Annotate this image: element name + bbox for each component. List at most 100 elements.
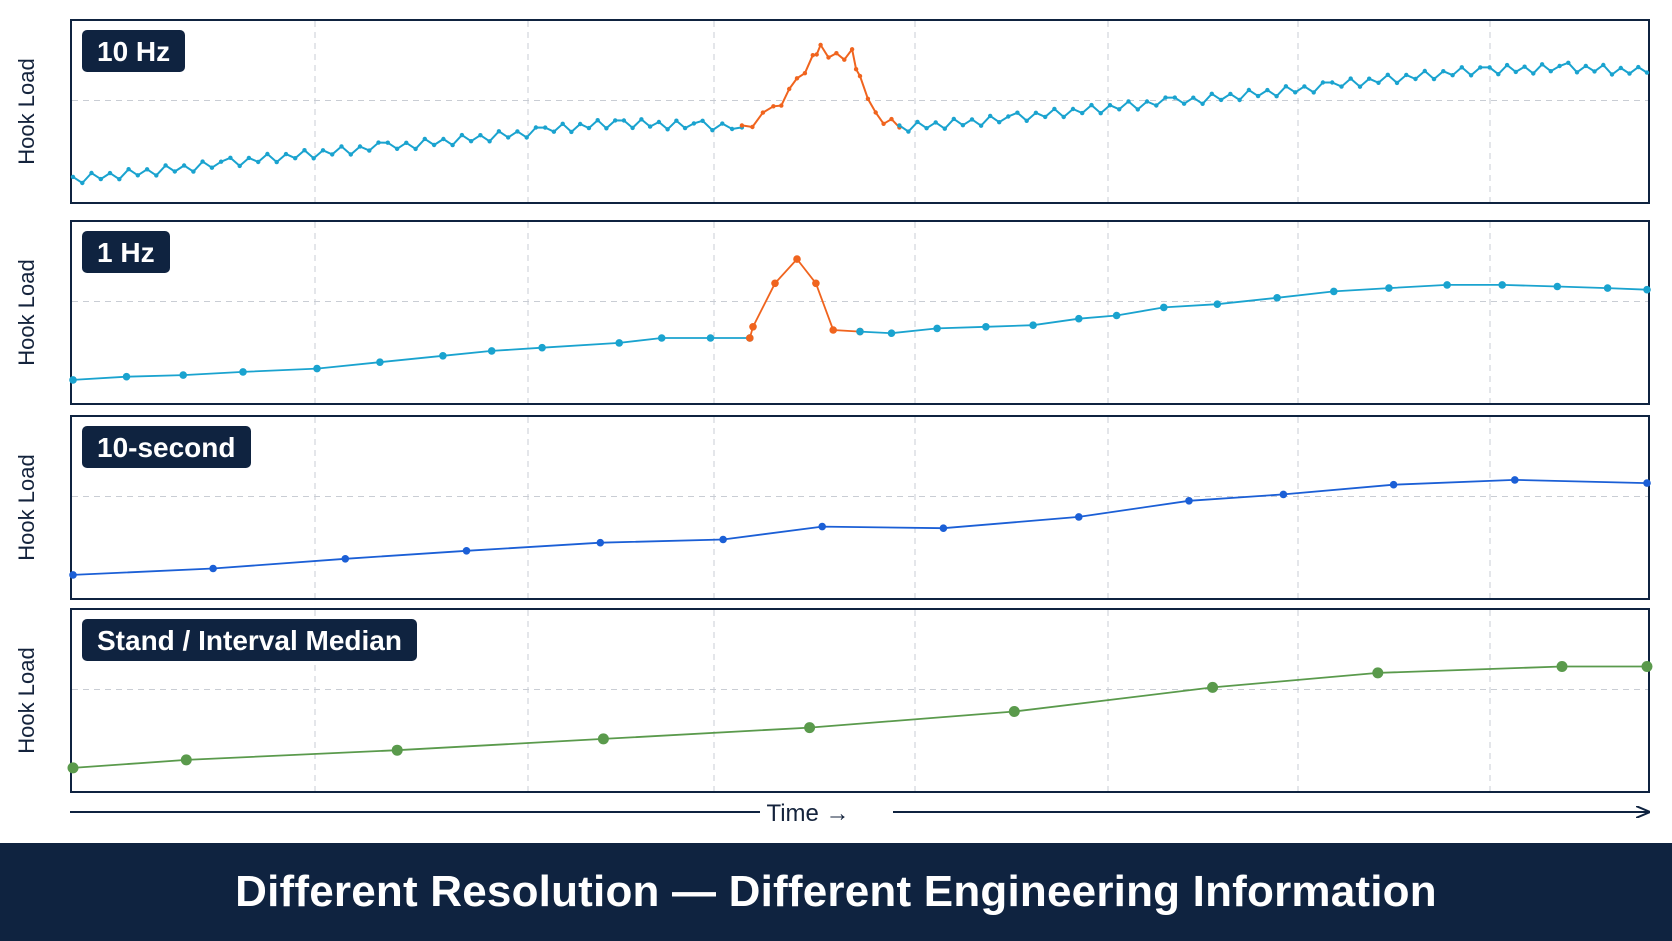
data-point [376, 140, 381, 145]
data-point [1357, 84, 1363, 89]
data-point [1643, 285, 1651, 294]
data-point [960, 123, 966, 128]
badge-background [82, 619, 417, 661]
data-point [750, 124, 755, 130]
data-point [1487, 65, 1492, 70]
data-point [1496, 72, 1501, 77]
data-point [330, 152, 335, 157]
data-point [246, 155, 252, 161]
data-point [829, 326, 837, 334]
panel-frame [70, 220, 1650, 405]
data-point [834, 51, 839, 56]
data-point [604, 126, 609, 131]
data-point [1539, 62, 1545, 67]
data-point [1089, 102, 1094, 108]
data-point [551, 129, 557, 134]
data-point [787, 86, 792, 92]
data-point [1641, 661, 1653, 672]
badge-background [82, 30, 185, 72]
data-point [179, 371, 187, 379]
data-point [657, 334, 666, 342]
data-point [265, 151, 270, 157]
data-point [897, 123, 902, 128]
data-point [144, 167, 150, 172]
data-point [1070, 106, 1076, 112]
data-point [1385, 284, 1393, 292]
data-point [853, 67, 859, 72]
data-point [422, 136, 427, 142]
series-line-2 [741, 42, 901, 129]
data-point [357, 144, 363, 149]
panel-frame [70, 415, 1650, 600]
data-point [1052, 106, 1057, 112]
data-point [621, 118, 627, 123]
series-group [69, 255, 1651, 384]
data-point [586, 125, 592, 131]
panel-3: Hook Load 10-second [14, 415, 1651, 600]
data-point [180, 754, 192, 766]
data-point [524, 135, 529, 140]
data-point [459, 132, 465, 138]
data-point [682, 125, 688, 131]
data-point [209, 564, 217, 573]
data-point [595, 118, 600, 123]
data-point [1603, 284, 1612, 292]
data-point [1117, 107, 1122, 112]
data-point [933, 324, 941, 333]
data-point [1112, 311, 1121, 320]
data-point [1200, 101, 1205, 107]
data-point [431, 142, 437, 148]
data-point [302, 148, 307, 153]
data-point [1135, 107, 1141, 112]
data-point [1228, 91, 1233, 97]
data-point [939, 524, 948, 532]
data-point [1644, 70, 1650, 75]
data-point [1075, 314, 1083, 323]
data-point [1443, 281, 1451, 289]
data-point [487, 139, 492, 144]
data-point [122, 372, 131, 381]
badge-background [82, 231, 170, 273]
data-point [1043, 114, 1048, 120]
data-point [1172, 95, 1178, 100]
data-point [647, 124, 653, 129]
data-point [341, 555, 350, 563]
data-point [1311, 90, 1316, 95]
data-point [1553, 282, 1562, 291]
data-point [1330, 80, 1335, 85]
data-point [1330, 287, 1338, 296]
data-point [1372, 667, 1384, 679]
data-point [1273, 294, 1281, 302]
data-point [988, 113, 993, 119]
data-point [391, 744, 403, 756]
badge-label: 10 Hz [97, 36, 170, 67]
data-point [1348, 76, 1353, 81]
data-point [826, 55, 831, 60]
x-axis-label: Time → [766, 800, 849, 827]
data-point [915, 119, 920, 125]
data-point [1422, 68, 1428, 74]
data-point [228, 155, 233, 160]
data-point [200, 159, 205, 164]
data-point [496, 129, 502, 134]
data-point [117, 177, 122, 182]
data-point [1367, 76, 1372, 81]
data-point [881, 121, 886, 127]
data-point [933, 120, 938, 125]
panel-badge: 10 Hz [82, 30, 185, 72]
panel-1: Hook Load 10 Hz [14, 19, 1650, 204]
data-point [218, 159, 224, 164]
data-point [478, 133, 483, 138]
data-point [69, 376, 77, 384]
data-point [1404, 72, 1409, 78]
y-axis-label: Hook Load [14, 58, 39, 164]
data-point [98, 176, 104, 182]
data-point [67, 762, 79, 774]
badge-label: Stand / Interval Median [97, 625, 402, 656]
data-point [1163, 95, 1168, 100]
data-point [256, 159, 261, 165]
data-point [1413, 76, 1418, 82]
data-point [439, 352, 447, 360]
data-point [1609, 72, 1615, 77]
data-point [802, 71, 808, 76]
